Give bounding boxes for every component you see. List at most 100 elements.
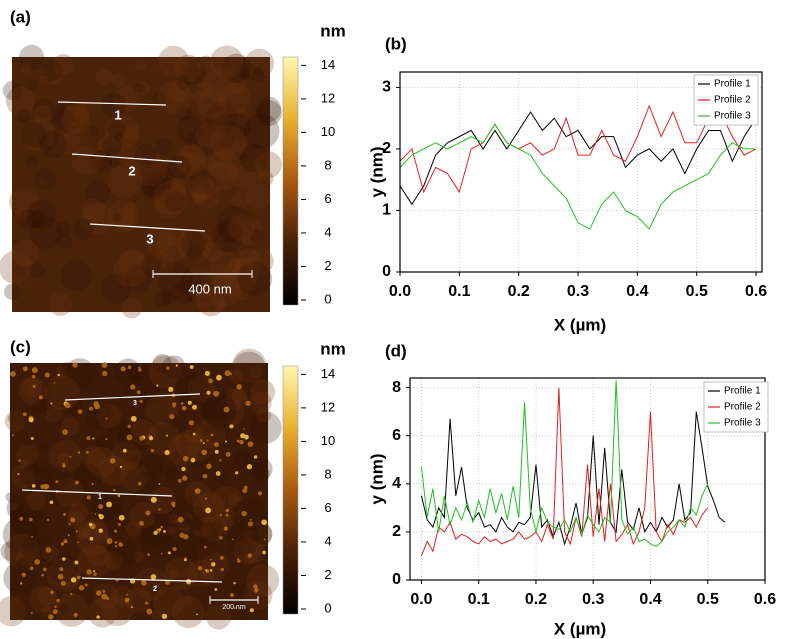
image-speck xyxy=(214,442,219,447)
image-texture xyxy=(16,557,30,572)
image-speck xyxy=(126,598,130,602)
image-texture xyxy=(41,605,53,617)
image-speck xyxy=(20,582,23,585)
profile-curve xyxy=(420,380,709,547)
image-texture xyxy=(0,541,20,561)
image-texture xyxy=(249,367,262,379)
image-speck xyxy=(114,541,118,544)
image-speck xyxy=(93,401,99,407)
image-speck xyxy=(98,513,102,517)
image-texture xyxy=(249,391,272,414)
image-texture xyxy=(29,263,46,280)
image-texture xyxy=(214,95,225,106)
image-speck xyxy=(150,449,154,453)
image-texture xyxy=(0,596,27,627)
image-texture xyxy=(81,202,115,235)
y-tick-label: 3 xyxy=(382,79,391,96)
image-speck xyxy=(49,500,54,505)
scale-bar-label: 400 nm xyxy=(188,281,231,296)
image-texture xyxy=(9,186,40,217)
image-speck xyxy=(120,366,126,372)
colorbar-tick-label: 6 xyxy=(324,191,331,206)
image-texture xyxy=(181,434,214,467)
image-texture xyxy=(232,151,247,166)
image-speck xyxy=(62,429,68,435)
image-speck xyxy=(19,516,24,521)
image-texture xyxy=(164,177,187,200)
image-texture xyxy=(194,419,226,450)
image-speck xyxy=(118,514,125,521)
image-texture xyxy=(2,516,39,553)
image-texture xyxy=(32,399,47,415)
image-texture xyxy=(154,189,184,219)
image-texture xyxy=(214,299,227,312)
image-speck xyxy=(235,471,239,475)
colorbar-tick-label: 10 xyxy=(321,433,335,448)
image-texture xyxy=(20,63,32,74)
colorbar-tick-label: 8 xyxy=(324,466,331,481)
image-speck xyxy=(77,409,83,415)
image-texture xyxy=(136,470,161,495)
image-texture xyxy=(64,358,96,390)
image-speck xyxy=(117,494,121,497)
image-texture xyxy=(188,175,215,201)
panel-label: (b) xyxy=(385,34,407,53)
legend-label: Profile 3 xyxy=(714,111,751,122)
image-texture xyxy=(118,248,147,278)
image-speck xyxy=(249,608,254,613)
image-texture xyxy=(86,446,117,478)
image-texture xyxy=(197,55,214,72)
x-tick-label: 0.4 xyxy=(626,283,648,300)
image-texture xyxy=(21,377,42,398)
image-speck xyxy=(78,585,85,591)
image-texture xyxy=(112,207,135,231)
image-texture xyxy=(187,128,216,157)
image-texture xyxy=(21,533,53,565)
image-speck xyxy=(158,508,161,511)
image-speck xyxy=(38,395,43,400)
image-speck xyxy=(76,575,81,580)
image-texture xyxy=(244,257,256,269)
image-speck xyxy=(54,605,57,609)
image-texture xyxy=(125,264,153,292)
image-texture xyxy=(134,439,147,451)
image-texture xyxy=(191,90,204,103)
image-texture xyxy=(55,478,85,508)
image-texture xyxy=(57,452,70,465)
image-texture xyxy=(111,73,126,88)
image-texture xyxy=(9,502,18,511)
image-speck xyxy=(17,473,20,476)
image-speck xyxy=(72,362,78,368)
image-texture xyxy=(134,153,167,187)
image-speck xyxy=(18,459,21,462)
image-texture xyxy=(148,251,174,277)
image-texture xyxy=(7,413,17,423)
image-texture xyxy=(97,455,128,486)
image-speck xyxy=(31,367,38,373)
image-speck xyxy=(45,547,52,553)
scale-bar-label: 200 nm xyxy=(222,604,246,611)
image-texture xyxy=(242,580,273,610)
image-texture xyxy=(202,241,223,262)
image-speck xyxy=(93,570,96,573)
image-texture xyxy=(177,161,188,172)
image-texture xyxy=(59,603,70,615)
image-speck xyxy=(84,583,88,587)
x-tick-label: 0.2 xyxy=(525,591,547,608)
image-texture xyxy=(242,540,266,565)
image-texture xyxy=(192,284,217,309)
image-texture xyxy=(210,124,247,161)
image-texture xyxy=(174,54,202,83)
image-texture xyxy=(77,543,112,579)
image-texture xyxy=(152,353,172,374)
legend-label: Profile 1 xyxy=(714,79,751,90)
image-speck xyxy=(229,372,233,376)
image-speck xyxy=(150,496,157,503)
profile-line-label: 1 xyxy=(114,107,121,122)
image-texture xyxy=(186,434,214,462)
colorbar-tick-label: 6 xyxy=(324,500,331,515)
image-texture xyxy=(191,184,209,202)
image-texture xyxy=(88,125,99,136)
image-speck xyxy=(96,615,100,619)
image-texture xyxy=(171,595,205,629)
